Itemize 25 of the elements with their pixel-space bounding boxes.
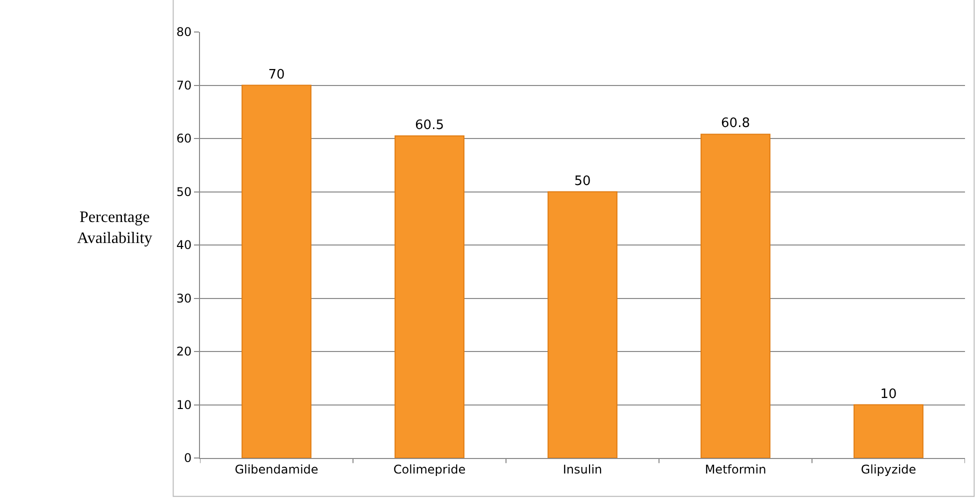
y-tick-label: 70: [176, 78, 192, 92]
x-tick-label: Glibendamide: [234, 462, 318, 476]
bar: [394, 135, 464, 458]
y-tick-label: 40: [176, 238, 192, 252]
bar: [700, 134, 770, 458]
data-label: 60.8: [721, 116, 750, 132]
y-tick-label: 10: [176, 398, 192, 412]
bar: [242, 84, 312, 458]
y-tick-label: 50: [176, 184, 192, 199]
data-label: 10: [880, 386, 897, 402]
x-tick-label: Glipyzide: [860, 462, 916, 476]
data-label: 50: [574, 174, 591, 189]
y-tick-label: 60: [176, 132, 192, 146]
data-label: 60.5: [415, 118, 444, 133]
y-tick-label: 80: [176, 25, 192, 40]
bar: [548, 191, 618, 458]
x-tick-label: Colimepride: [393, 462, 466, 476]
y-tick-label: 30: [176, 291, 192, 306]
x-tick-label: Insulin: [562, 462, 602, 476]
x-tick-label: Metformin: [704, 462, 766, 476]
y-tick-label: 0: [184, 451, 192, 466]
data-label: 70: [268, 67, 285, 82]
bar: [854, 404, 924, 458]
y-tick-label: 20: [176, 344, 192, 359]
y-axis-title: Percentage Availability: [77, 209, 152, 247]
